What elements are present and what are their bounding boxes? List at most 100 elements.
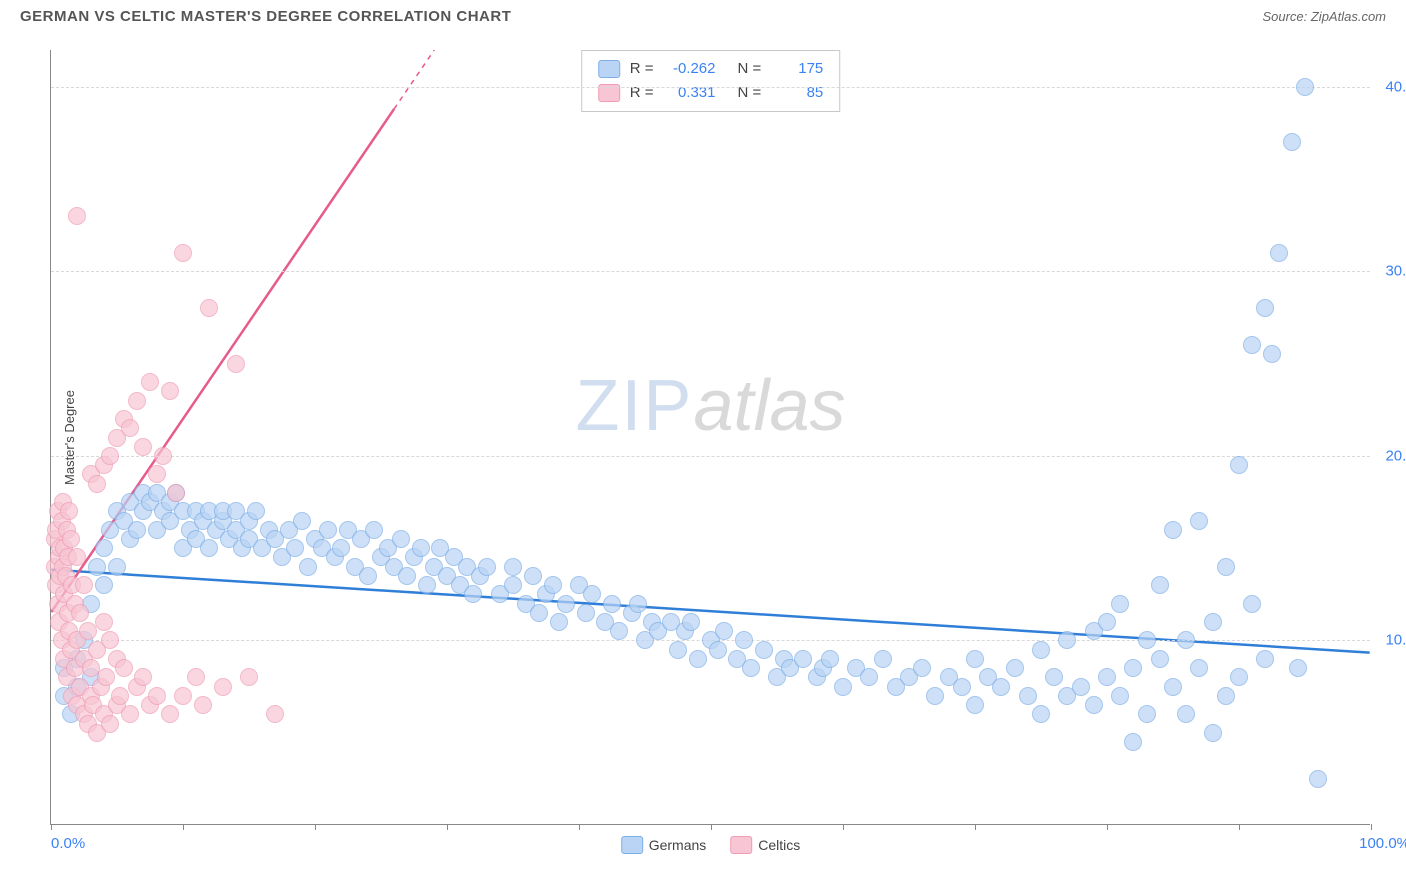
scatter-point (214, 678, 232, 696)
gridline (51, 271, 1370, 272)
x-axis-label-right: 100.0% (1359, 835, 1406, 852)
scatter-point (174, 244, 192, 262)
scatter-point (88, 558, 106, 576)
legend-swatch-celtics (730, 836, 752, 854)
scatter-point (1006, 659, 1024, 677)
scatter-point (194, 696, 212, 714)
scatter-point (1177, 631, 1195, 649)
scatter-point (610, 622, 628, 640)
scatter-point (1072, 678, 1090, 696)
scatter-point (966, 650, 984, 668)
scatter-point (1138, 705, 1156, 723)
scatter-point (332, 539, 350, 557)
scatter-point (200, 299, 218, 317)
scatter-point (1296, 78, 1314, 96)
scatter-point (1243, 595, 1261, 613)
x-tick (1371, 824, 1372, 830)
scatter-point (200, 539, 218, 557)
scatter-point (108, 558, 126, 576)
scatter-point (418, 576, 436, 594)
scatter-point (1283, 133, 1301, 151)
scatter-point (71, 604, 89, 622)
scatter-point (128, 392, 146, 410)
stat-n-label-2: N = (738, 81, 762, 105)
scatter-point (1217, 687, 1235, 705)
scatter-point (1230, 456, 1248, 474)
watermark-zip: ZIP (575, 366, 693, 446)
scatter-point (464, 585, 482, 603)
scatter-point (1230, 668, 1248, 686)
watermark-atlas: atlas (693, 366, 845, 446)
scatter-point (1164, 521, 1182, 539)
scatter-point (141, 373, 159, 391)
scatter-point (1151, 576, 1169, 594)
scatter-point (1098, 613, 1116, 631)
x-tick (1107, 824, 1108, 830)
scatter-point (504, 558, 522, 576)
scatter-point (1256, 650, 1274, 668)
scatter-point (478, 558, 496, 576)
scatter-point (1204, 613, 1222, 631)
scatter-point (88, 475, 106, 493)
scatter-point (75, 576, 93, 594)
scatter-point (874, 650, 892, 668)
stat-n-germans: 175 (771, 57, 823, 81)
scatter-point (669, 641, 687, 659)
legend-label-celtics: Celtics (758, 837, 800, 853)
scatter-point (1289, 659, 1307, 677)
scatter-point (1138, 631, 1156, 649)
scatter-point (577, 604, 595, 622)
legend-bottom: Germans Celtics (621, 836, 801, 854)
scatter-point (966, 696, 984, 714)
legend-item-germans: Germans (621, 836, 707, 854)
scatter-point (1190, 512, 1208, 530)
stat-n-label: N = (738, 57, 762, 81)
scatter-point (101, 447, 119, 465)
scatter-point (992, 678, 1010, 696)
scatter-point (953, 678, 971, 696)
y-tick-label: 10.0% (1385, 632, 1406, 649)
x-tick (51, 824, 52, 830)
scatter-point (115, 659, 133, 677)
scatter-point (62, 530, 80, 548)
scatter-point (742, 659, 760, 677)
scatter-point (95, 576, 113, 594)
scatter-point (101, 631, 119, 649)
scatter-point (111, 687, 129, 705)
scatter-point (504, 576, 522, 594)
x-tick (975, 824, 976, 830)
scatter-point (95, 613, 113, 631)
scatter-point (266, 705, 284, 723)
x-tick (447, 824, 448, 830)
scatter-point (583, 585, 601, 603)
scatter-point (1124, 659, 1142, 677)
scatter-point (821, 650, 839, 668)
scatter-point (240, 668, 258, 686)
scatter-point (1032, 705, 1050, 723)
scatter-point (755, 641, 773, 659)
scatter-point (1217, 558, 1235, 576)
scatter-point (1058, 631, 1076, 649)
x-axis-label-left: 0.0% (51, 835, 85, 852)
stat-r-celtics: 0.331 (664, 81, 716, 105)
x-tick (315, 824, 316, 830)
scatter-point (926, 687, 944, 705)
chart-title: GERMAN VS CELTIC MASTER'S DEGREE CORRELA… (20, 8, 511, 25)
x-tick (1239, 824, 1240, 830)
scatter-point (293, 512, 311, 530)
scatter-point (1243, 336, 1261, 354)
scatter-point (1151, 650, 1169, 668)
scatter-point (1270, 244, 1288, 262)
scatter-point (1085, 696, 1103, 714)
scatter-point (392, 530, 410, 548)
scatter-point (121, 419, 139, 437)
scatter-point (60, 502, 78, 520)
y-tick-label: 30.0% (1385, 263, 1406, 280)
chart-plot-area: ZIPatlas R = -0.262 N = 175 R = 0.331 N … (50, 50, 1370, 825)
scatter-point (1204, 724, 1222, 742)
scatter-point (398, 567, 416, 585)
trend-lines-svg (51, 50, 1370, 824)
legend-item-celtics: Celtics (730, 836, 800, 854)
scatter-point (557, 595, 575, 613)
scatter-point (544, 576, 562, 594)
